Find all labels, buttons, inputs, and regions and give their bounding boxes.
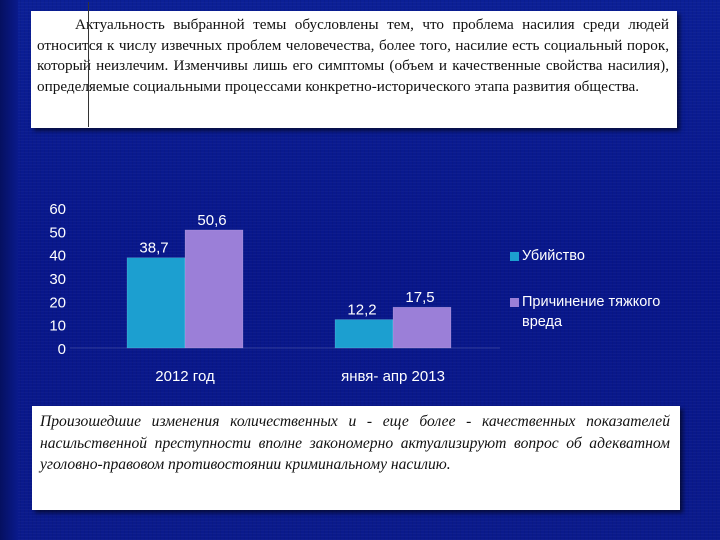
bar-chart: 0 10 20 30 40 50 60 38,7 50,6 2012 год 12,2 17,5 янв… bbox=[49, 201, 500, 385]
y-tick-label: 0 bbox=[58, 341, 66, 358]
left-decor-bar bbox=[0, 0, 18, 540]
legend-entry-murder: Убийство bbox=[510, 246, 585, 266]
y-tick-label: 40 bbox=[49, 248, 66, 265]
y-tick-label: 10 bbox=[49, 318, 66, 335]
data-label: 50,6 bbox=[197, 212, 226, 229]
data-label: 38,7 bbox=[139, 240, 168, 257]
vertical-marker-line bbox=[88, 2, 89, 127]
legend-label-murder: Убийство bbox=[522, 248, 585, 264]
legend-swatch-murder bbox=[510, 252, 519, 261]
y-tick-label: 20 bbox=[49, 294, 66, 311]
data-label: 12,2 bbox=[347, 302, 376, 319]
bar-harm-0 bbox=[184, 229, 244, 349]
x-category-label: 2012 год bbox=[155, 368, 215, 385]
data-label: 17,5 bbox=[405, 289, 434, 306]
legend-label-harm: Причинение тяжкого вреда bbox=[522, 294, 661, 330]
legend-swatch-harm bbox=[510, 298, 519, 307]
y-tick-label: 30 bbox=[49, 271, 66, 288]
legend-entry-harm: Причинение тяжкого вреда bbox=[510, 292, 692, 332]
conclusion-text: Произошедшие изменения количественных и … bbox=[40, 413, 670, 473]
y-tick-label: 60 bbox=[49, 201, 66, 218]
y-tick-label: 50 bbox=[49, 224, 66, 241]
bar-murder-0 bbox=[126, 257, 186, 349]
intro-text: Актуальность выбранной темы обусловлены … bbox=[37, 16, 669, 95]
x-category-label: янвя- апр 2013 bbox=[341, 368, 445, 385]
bar-harm-1 bbox=[392, 306, 452, 349]
conclusion-text-box: Произошедшие изменения количественных и … bbox=[32, 406, 680, 510]
intro-text-box: Актуальность выбранной темы обусловлены … bbox=[31, 11, 677, 128]
bar-murder-1 bbox=[334, 319, 394, 349]
